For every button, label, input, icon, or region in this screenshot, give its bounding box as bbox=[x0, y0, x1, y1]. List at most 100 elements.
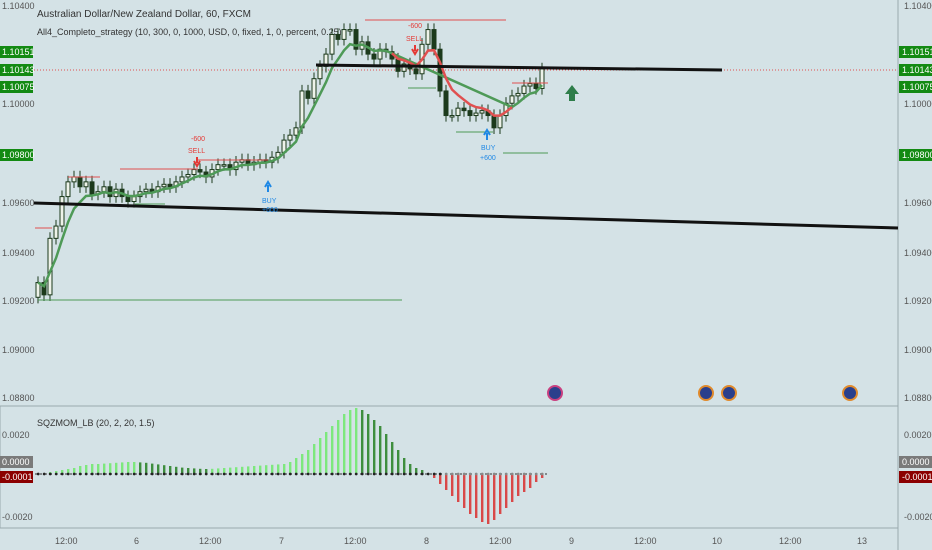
candle[interactable] bbox=[167, 183, 173, 188]
candle[interactable] bbox=[293, 127, 299, 136]
momentum-bar bbox=[391, 442, 394, 474]
candle[interactable] bbox=[53, 225, 59, 239]
candle[interactable] bbox=[185, 173, 191, 178]
candle[interactable] bbox=[59, 196, 65, 227]
candle[interactable] bbox=[311, 78, 317, 99]
au-flag-icon[interactable] bbox=[721, 385, 737, 401]
candle[interactable] bbox=[527, 83, 533, 87]
candle[interactable] bbox=[473, 112, 479, 117]
squeeze-dot bbox=[126, 472, 130, 476]
candle[interactable] bbox=[305, 90, 311, 99]
candle[interactable] bbox=[215, 164, 221, 171]
candle[interactable] bbox=[431, 29, 437, 50]
momentum-bar bbox=[355, 408, 358, 474]
candle[interactable] bbox=[197, 169, 203, 173]
momentum-bar bbox=[151, 463, 154, 474]
candle[interactable] bbox=[191, 169, 197, 175]
candle[interactable] bbox=[413, 68, 419, 75]
left-tick-08800: 1.08800 bbox=[2, 393, 35, 403]
momentum-bar bbox=[103, 463, 106, 474]
candle[interactable] bbox=[533, 83, 539, 90]
candle[interactable] bbox=[425, 29, 431, 45]
up-arrow-icon[interactable] bbox=[565, 85, 579, 101]
candle[interactable] bbox=[371, 53, 377, 60]
squeeze-dot bbox=[360, 472, 364, 476]
squeeze-dot bbox=[132, 472, 136, 476]
squeeze-dot bbox=[192, 472, 196, 476]
au-flag-icon[interactable] bbox=[547, 385, 563, 401]
squeeze-dot bbox=[318, 472, 322, 476]
candle[interactable] bbox=[107, 186, 113, 198]
candle[interactable] bbox=[341, 29, 347, 40]
candle[interactable] bbox=[317, 65, 323, 80]
momentum-bar bbox=[409, 464, 412, 474]
time-tick: 12:00 bbox=[779, 536, 802, 546]
momentum-bar bbox=[349, 410, 352, 474]
momentum-bar bbox=[511, 474, 514, 502]
candle[interactable] bbox=[35, 282, 41, 298]
candle[interactable] bbox=[401, 63, 407, 72]
candle[interactable] bbox=[329, 33, 335, 55]
au-flag-icon[interactable] bbox=[698, 385, 714, 401]
candle[interactable] bbox=[479, 110, 485, 114]
candle[interactable] bbox=[71, 176, 77, 183]
trade-buy-2[interactable]: BUY +600 bbox=[480, 128, 496, 162]
trade-amount: +600 bbox=[480, 155, 496, 162]
momentum-bar bbox=[127, 462, 130, 474]
candle[interactable] bbox=[221, 164, 227, 167]
candle[interactable] bbox=[335, 33, 341, 40]
au-flag-icon[interactable] bbox=[842, 385, 858, 401]
trade-buy-1[interactable]: BUY +600 bbox=[262, 180, 278, 214]
candle[interactable] bbox=[509, 95, 515, 104]
candle[interactable] bbox=[455, 107, 461, 117]
momentum-bar bbox=[301, 454, 304, 474]
candle[interactable] bbox=[143, 188, 149, 193]
momentum-bar bbox=[385, 434, 388, 474]
momentum-bar bbox=[85, 465, 88, 474]
buy-arrow-icon bbox=[483, 128, 491, 140]
trade-sell-1[interactable]: -600 SELL bbox=[188, 136, 205, 168]
stop-lines bbox=[35, 19, 548, 229]
candle[interactable] bbox=[299, 90, 305, 129]
candle[interactable] bbox=[161, 183, 167, 188]
candle[interactable] bbox=[125, 196, 131, 202]
momentum-bar bbox=[217, 468, 220, 474]
candle[interactable] bbox=[491, 115, 497, 129]
candle[interactable] bbox=[83, 181, 89, 188]
mom-axis-tick-neg0020: -0.0020 bbox=[904, 512, 932, 522]
trade-sell-2[interactable]: -600 SELL bbox=[406, 23, 423, 56]
candle[interactable] bbox=[497, 115, 503, 129]
momentum-bar bbox=[313, 444, 316, 474]
candle[interactable] bbox=[347, 29, 353, 32]
momentum-bar bbox=[73, 468, 76, 474]
momentum-bar bbox=[493, 474, 496, 520]
indicator-label: SQZMOM_LB (20, 2, 20, 1.5) bbox=[37, 418, 155, 428]
mom-badge-zero-bg bbox=[899, 456, 932, 468]
squeeze-dot bbox=[492, 472, 496, 476]
candle[interactable] bbox=[77, 176, 83, 188]
sell-arrow-icon bbox=[193, 157, 201, 168]
candle[interactable] bbox=[65, 181, 71, 198]
momentum-bar bbox=[277, 464, 280, 474]
resistance-trendline[interactable] bbox=[315, 63, 723, 72]
squeeze-dot bbox=[378, 472, 382, 476]
squeeze-dot bbox=[438, 472, 442, 476]
left-mom-badge-zero-text: 0.0000 bbox=[2, 457, 30, 467]
candle[interactable] bbox=[179, 176, 185, 183]
candle[interactable] bbox=[287, 134, 293, 141]
momentum-bar bbox=[523, 474, 526, 492]
candle[interactable] bbox=[437, 48, 443, 92]
candle[interactable] bbox=[443, 90, 449, 117]
candle[interactable] bbox=[353, 29, 359, 50]
event-flags bbox=[547, 385, 858, 401]
candle[interactable] bbox=[467, 110, 473, 117]
candle[interactable] bbox=[515, 92, 521, 97]
candle[interactable] bbox=[41, 282, 47, 296]
candle[interactable] bbox=[461, 107, 467, 112]
candle[interactable] bbox=[521, 85, 527, 94]
candle[interactable] bbox=[449, 115, 455, 118]
squeeze-dot bbox=[174, 472, 178, 476]
support-trendline[interactable] bbox=[33, 201, 899, 230]
candle[interactable] bbox=[89, 181, 95, 195]
